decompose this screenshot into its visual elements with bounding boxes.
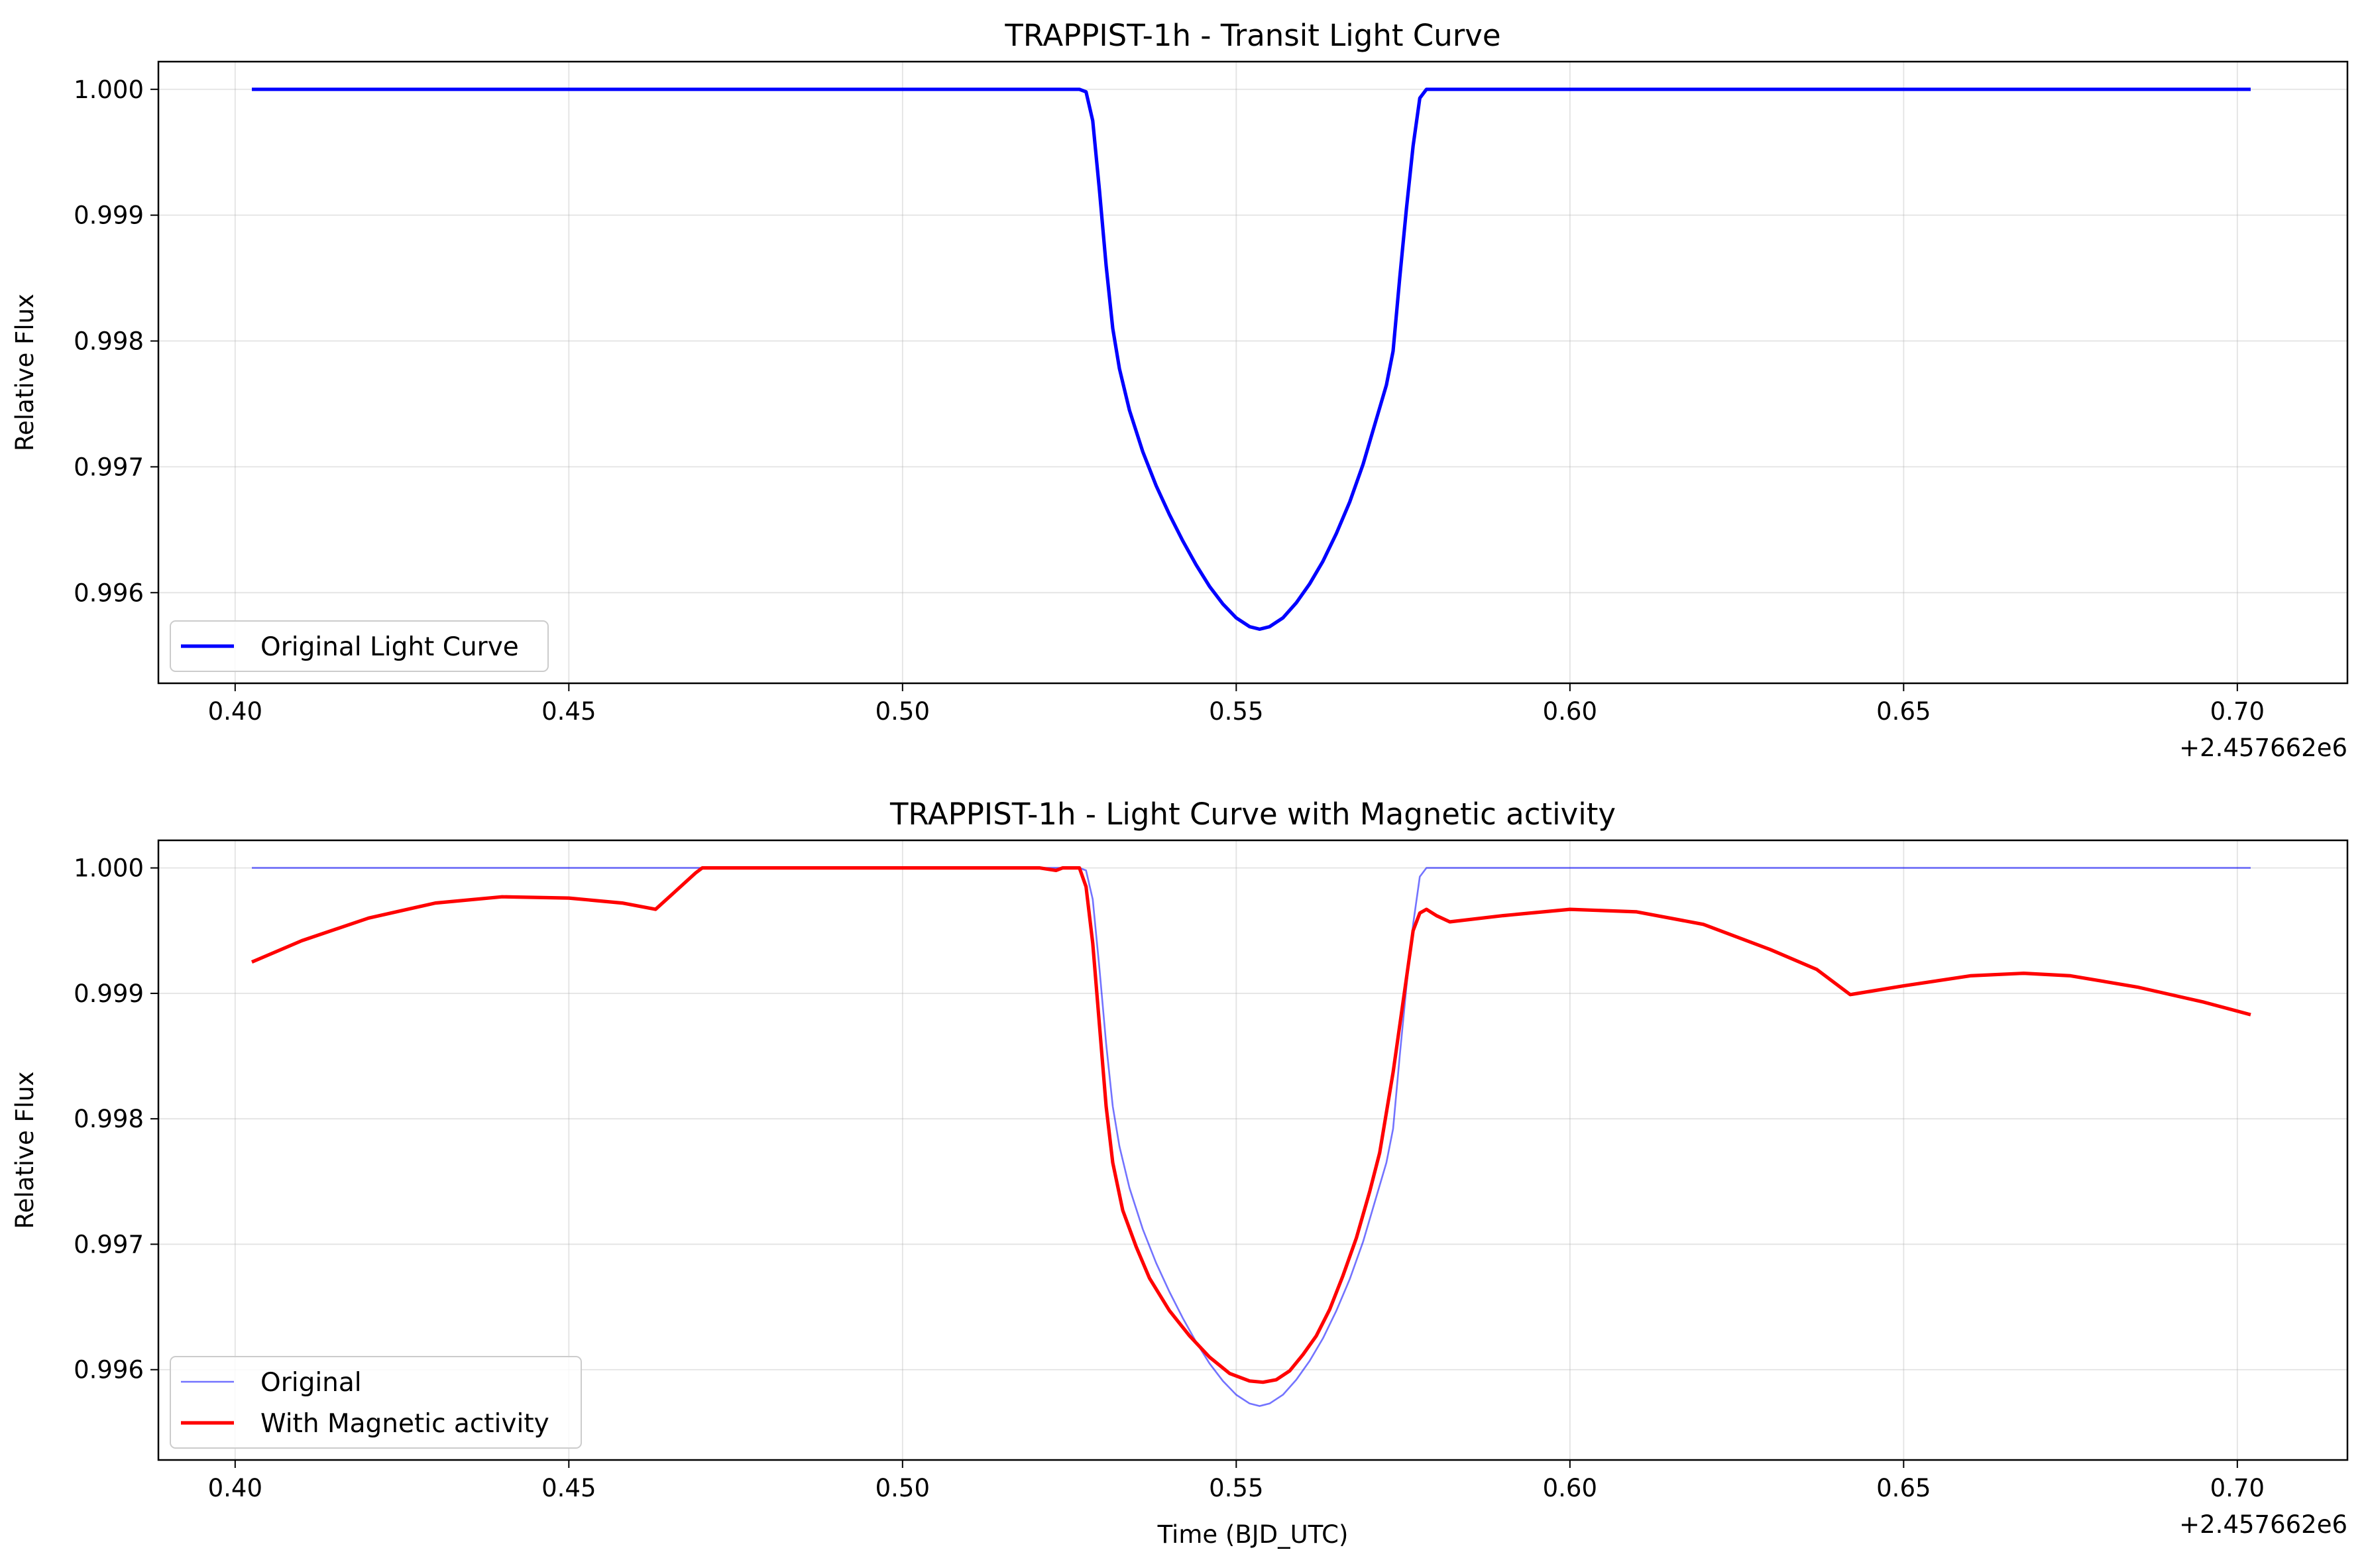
- y-axis-label: Relative Flux: [11, 294, 39, 451]
- chart-title: TRAPPIST-1h - Light Curve with Magnetic …: [889, 797, 1616, 832]
- x-axis-offset-label: +2.457662e6: [2179, 1510, 2347, 1539]
- y-tick-label: 1.000: [74, 854, 144, 883]
- series-line-2: [251, 866, 2251, 1384]
- x-tick-label: 0.50: [875, 697, 930, 726]
- x-tick-label: 0.60: [1543, 697, 1597, 726]
- legend: Original Light Curve: [170, 620, 549, 672]
- x-tick-label: 0.65: [1876, 697, 1931, 726]
- x-tick-label: 0.55: [1209, 697, 1263, 726]
- x-tick-label: 0.45: [541, 697, 596, 726]
- y-tick-label: 0.999: [74, 980, 144, 1008]
- y-tick-label: 0.996: [74, 579, 144, 607]
- x-tick-label: 0.70: [2210, 1474, 2265, 1502]
- x-tick-label: 0.70: [2210, 697, 2265, 726]
- chart-title: TRAPPIST-1h - Transit Light Curve: [1004, 18, 1500, 53]
- series-line-1: [252, 87, 2251, 631]
- x-tick-label: 0.40: [208, 1474, 262, 1502]
- transit-light-curve-panel: TRAPPIST-1h - Transit Light Curve 0.40 0.…: [11, 18, 2349, 762]
- x-tick-label: 0.60: [1543, 1474, 1597, 1502]
- axis-ticks: 0.40 0.45 0.50 0.55 0.60 0.65 0.70 0.996 0.997 0.…: [74, 854, 2265, 1502]
- y-tick-label: 1.000: [74, 76, 144, 104]
- x-tick-label: 0.40: [208, 697, 262, 726]
- legend-label: With Magnetic activity: [260, 1409, 549, 1439]
- x-tick-label: 0.45: [541, 1474, 596, 1502]
- x-tick-label: 0.55: [1209, 1474, 1263, 1502]
- grid: [158, 840, 2347, 1460]
- x-tick-label: 0.50: [875, 1474, 930, 1502]
- y-tick-label: 0.998: [74, 1105, 144, 1133]
- series-line-1: [252, 867, 2251, 1407]
- y-tick-label: 0.998: [74, 327, 144, 356]
- y-tick-label: 0.999: [74, 201, 144, 230]
- legend-box: [170, 1356, 582, 1449]
- y-axis-label: Relative Flux: [11, 1072, 39, 1229]
- x-tick-label: 0.65: [1876, 1474, 1931, 1502]
- y-tick-label: 0.996: [74, 1356, 144, 1384]
- y-tick-label: 0.997: [74, 453, 144, 481]
- x-axis-offset-label: +2.457662e6: [2179, 734, 2347, 762]
- plot-frame: [157, 60, 2349, 685]
- series-lines: [251, 866, 2251, 1407]
- x-axis-label: Time (BJD_UTC): [1157, 1520, 1349, 1549]
- y-tick-label: 0.997: [74, 1230, 144, 1259]
- legend: Original With Magnetic activity: [170, 1356, 582, 1449]
- magnetic-activity-panel: TRAPPIST-1h - Light Curve with Magnetic …: [11, 797, 2349, 1549]
- axis-ticks: 0.40 0.45 0.50 0.55 0.60 0.65 0.70 0.996 0.997 0.…: [74, 76, 2265, 726]
- series-lines: [252, 87, 2251, 631]
- plot-frame: [157, 839, 2349, 1461]
- legend-label: Original Light Curve: [260, 632, 519, 662]
- legend-box: [170, 620, 549, 672]
- legend-label: Original: [260, 1368, 362, 1398]
